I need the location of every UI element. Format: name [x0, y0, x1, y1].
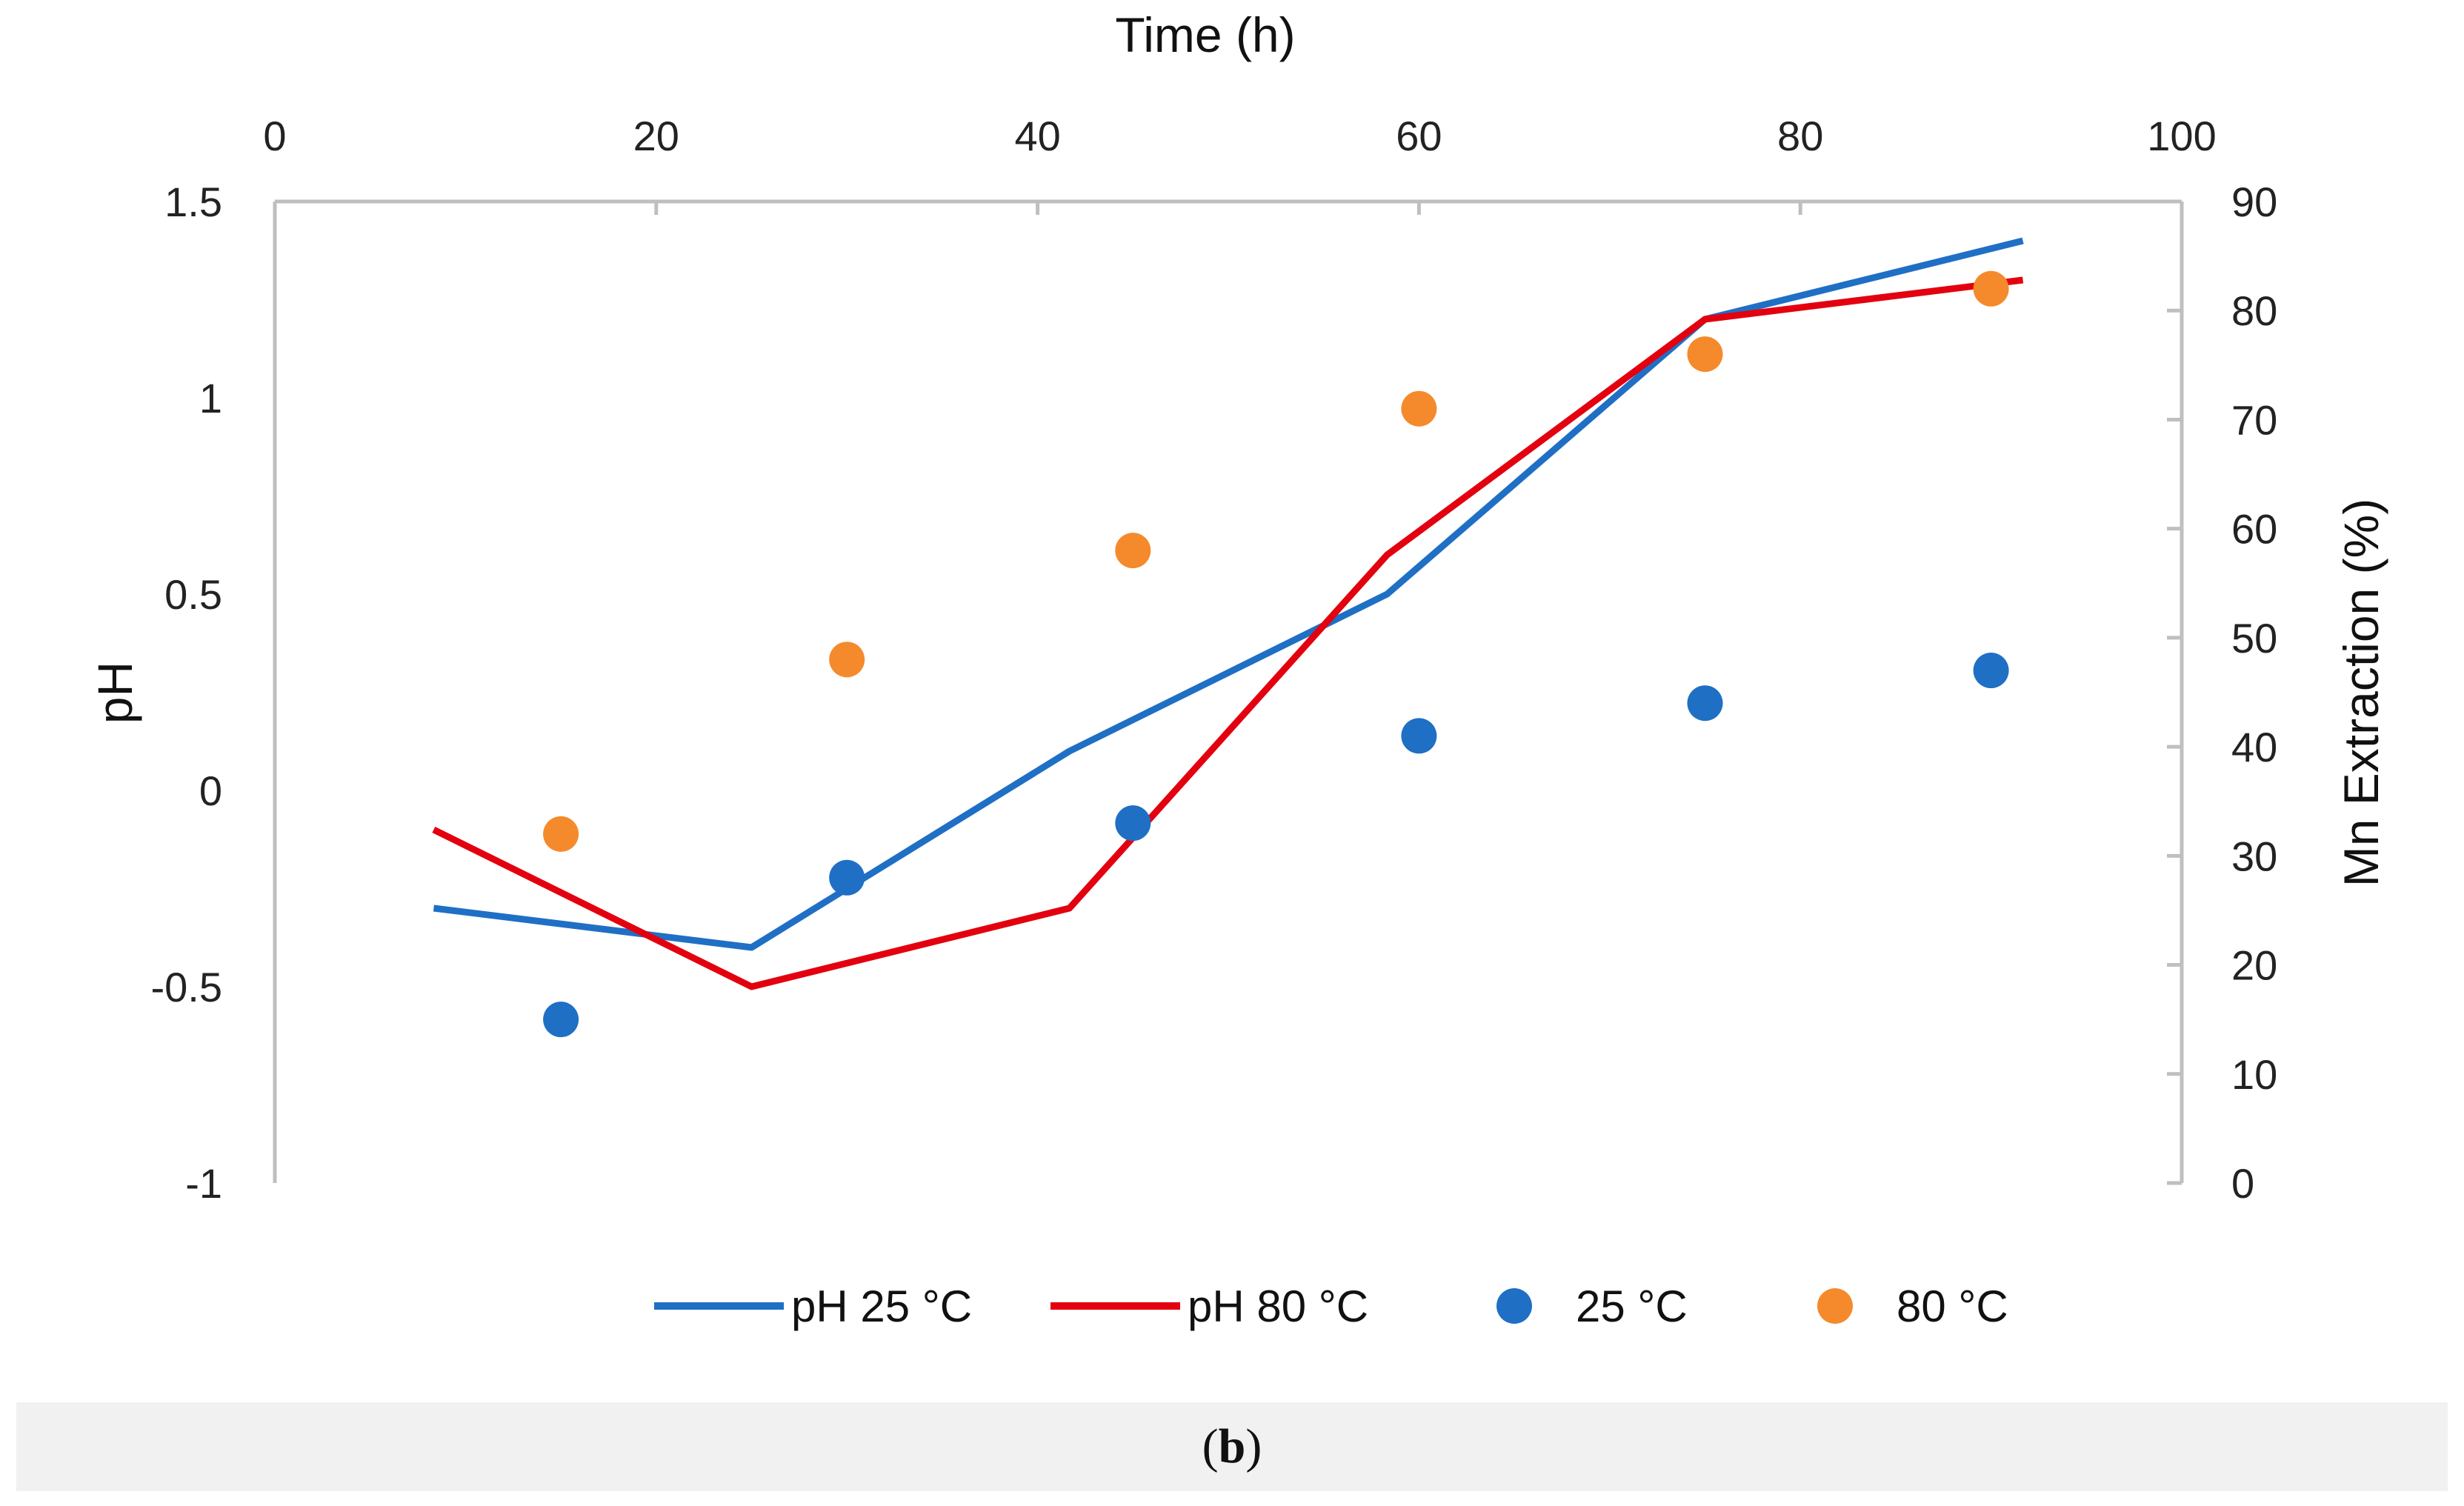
legend-label-3: 25 °C [1576, 1282, 1688, 1331]
y-tick-label: -1 [185, 1160, 222, 1207]
y2-tick-label: 80 [2231, 287, 2277, 334]
y2-tick-label: 50 [2231, 615, 2277, 662]
y2-tick-label: 10 [2231, 1051, 2277, 1098]
chart: Time (h) pH Mn Extraction (%) 0 20 40 60 80 1… [87, 7, 2388, 1331]
x-tick-label: 100 [2147, 113, 2216, 159]
legend-label-1: pH 25 °C [791, 1282, 972, 1331]
y-tick-label: -0.5 [151, 964, 223, 1010]
caption-close: ) [1245, 1419, 1262, 1473]
scatter-point-4 [543, 816, 579, 852]
caption-letter: b [1218, 1419, 1246, 1473]
scatter-point-3 [1973, 653, 2009, 689]
series-line-2 [432, 276, 2024, 990]
y2-tick-label: 0 [2231, 1160, 2254, 1207]
scatter-point-3 [1401, 718, 1437, 754]
y-tick-label: 1.5 [164, 179, 222, 225]
y2-tick-label: 20 [2231, 942, 2277, 989]
y2-tick-label: 70 [2231, 396, 2277, 443]
legend: pH 25 °C pH 80 °C 25 °C 80 °C [654, 1282, 2008, 1331]
legend-swatch-4 [1817, 1288, 1853, 1324]
scatter-point-4 [1115, 533, 1151, 569]
y-tick-label: 1 [199, 375, 222, 422]
y2-tick-label: 60 [2231, 506, 2277, 553]
legend-swatch-3 [1496, 1288, 1532, 1324]
x-tick-label: 20 [633, 113, 679, 159]
caption-bar: (b) [16, 1402, 2448, 1491]
x-tick-label: 60 [1396, 113, 1442, 159]
x-tick-label: 0 [263, 113, 286, 159]
y-tick-label: 0.5 [164, 571, 222, 618]
figure-caption: (b) [1202, 1419, 1262, 1475]
y2-tick-label: 30 [2231, 833, 2277, 879]
y-axis-title: pH [87, 662, 142, 724]
x-tick-label: 40 [1014, 113, 1060, 159]
scatter-point-3 [543, 1002, 579, 1038]
y2-tick-label: 90 [2231, 179, 2277, 225]
y2-axis-title: Mn Extraction (%) [2334, 499, 2388, 887]
y2-tick-label: 40 [2231, 724, 2277, 770]
x-axis-title: Time (h) [1115, 7, 1295, 62]
x-tick-label: 80 [1777, 113, 1823, 159]
scatter-point-4 [1973, 270, 2009, 307]
ticks-layer: 0 20 40 60 80 100 -1 -0.5 0 0.5 1 1.5 0 10 20 30 40 50 60 7… [151, 113, 2278, 1207]
scatter-point-4 [829, 642, 865, 678]
scatter-point-3 [1115, 805, 1151, 842]
series-line-1 [433, 237, 2024, 951]
legend-label-4: 80 °C [1897, 1282, 2008, 1331]
scatter-point-4 [1687, 336, 1723, 373]
caption-open: ( [1202, 1419, 1219, 1473]
legend-label-2: pH 80 °C [1188, 1282, 1368, 1331]
scatter-point-4 [1401, 390, 1437, 427]
scatter-point-3 [829, 859, 865, 896]
scatter-point-3 [1687, 685, 1723, 722]
series-layer [432, 237, 2024, 1038]
y-tick-label: 0 [199, 767, 222, 814]
